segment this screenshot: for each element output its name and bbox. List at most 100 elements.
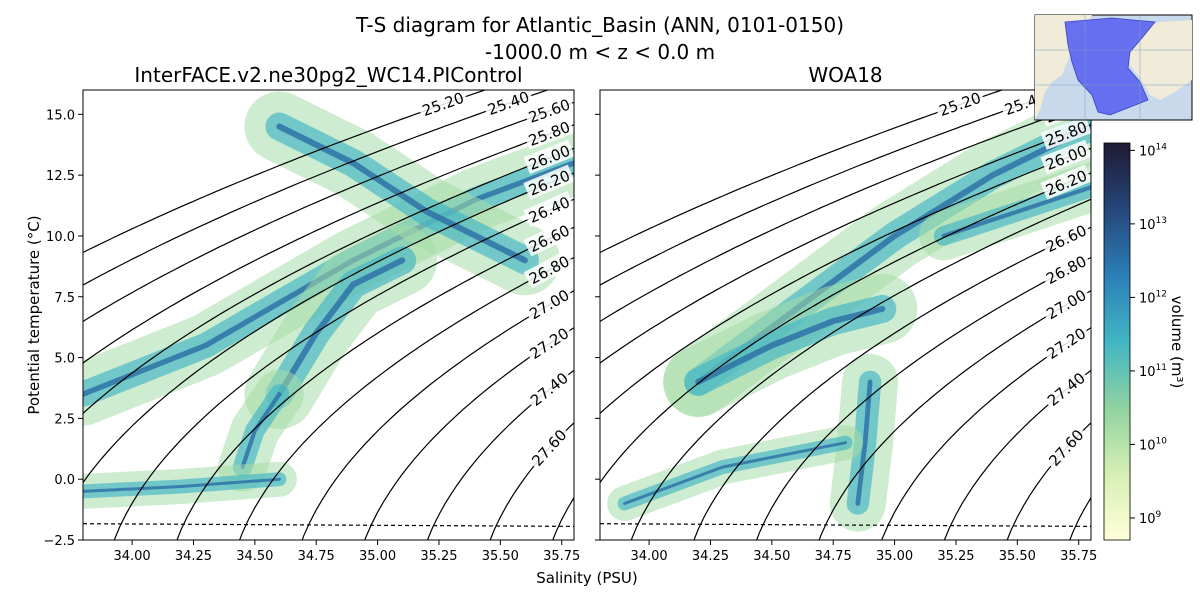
contour-label-bg: [523, 139, 574, 175]
x-tick-label: 34.25: [175, 549, 212, 564]
contour-label-bg: [1040, 321, 1091, 364]
density-contour: [83, 172, 574, 483]
x-tick-label: 34.75: [298, 549, 335, 564]
y-tick-label: 10.0: [46, 230, 75, 245]
colorbar-tick-label: 1012: [1139, 289, 1167, 306]
volume-density-core: [276, 257, 406, 398]
colorbar-tick-label: 1010: [1139, 436, 1167, 453]
density-contour: [83, 147, 574, 414]
x-tick-label: 34.75: [815, 549, 852, 564]
x-tick-label: 34.25: [692, 549, 729, 564]
density-contour: [83, 101, 574, 322]
colorbar-ticks: 109 1010 1011 1012 1013 1014: [1130, 142, 1167, 527]
map-atlantic-basin: [1064, 17, 1156, 116]
colorbar-tick-label: 1013: [1139, 216, 1167, 233]
density-contour: [1069, 497, 1091, 540]
volume-density-core: [276, 123, 528, 264]
density-contour: [630, 198, 1091, 540]
volume-density-core: [83, 477, 281, 493]
x-tick-label: 34.50: [753, 549, 790, 564]
x-tick-label: 35.00: [359, 549, 396, 564]
density-contour: [301, 290, 574, 540]
contour-label-bg: [482, 90, 534, 119]
contour-label-bg: [1041, 366, 1091, 411]
figure-subtitle: -1000.0 m < z < 0.0 m: [485, 40, 715, 64]
contour-label-bg: [523, 164, 574, 200]
density-contour: [693, 226, 1091, 540]
x-tick-label: 35.25: [420, 549, 457, 564]
panel-woa18: WOA1825.2025.4025.6025.8026.0026.2026.60…: [595, 63, 1097, 564]
y-tick-label: 0.0: [54, 473, 75, 488]
density-contour: [552, 497, 574, 540]
inset-map: [1034, 14, 1193, 121]
density-contour: [83, 124, 574, 364]
x-tick-label: 34.00: [630, 549, 667, 564]
contour-label-bg: [417, 90, 469, 120]
contour-label-bg: [523, 283, 574, 324]
colorbar: 109 1010 1011 1012 1013 1014 volume (m³): [1103, 142, 1186, 541]
contour-label-bg: [1040, 164, 1091, 200]
x-tick-label: 35.50: [999, 549, 1036, 564]
y-tick-label: 15.0: [46, 108, 75, 123]
density-contour: [238, 256, 574, 540]
contour-label-bg: [524, 366, 574, 411]
contour-label-bg: [523, 219, 574, 257]
x-axis-label: Salinity (PSU): [536, 569, 638, 587]
volume-density-core: [941, 185, 1091, 238]
colorbar-tick-label: 1011: [1139, 363, 1167, 380]
y-axis-label: Potential temperature (°C): [25, 215, 43, 414]
freezing-line: [600, 523, 1091, 527]
y-tick-label: −2.5: [43, 534, 75, 549]
axes-frame: [599, 89, 1092, 541]
x-tick-label: 35.00: [876, 549, 913, 564]
freezing-line: [83, 523, 574, 527]
x-tick-label: 35.25: [937, 549, 974, 564]
x-tick-label: 34.50: [236, 549, 273, 564]
panel-title: WOA18: [808, 63, 882, 87]
contour-label-bg: [525, 423, 572, 471]
colorbar-tick-label: 1014: [1139, 142, 1167, 159]
contour-label-bg: [1040, 139, 1091, 175]
y-tick-label: 7.5: [54, 291, 75, 306]
density-contour: [113, 198, 574, 540]
contour-label-bg: [1040, 116, 1091, 150]
x-tick-label: 35.75: [1060, 549, 1097, 564]
panel-model: InterFACE.v2.ne30pg2_WC14.PIControl 25.20…: [43, 63, 580, 564]
density-contour: [600, 124, 1091, 364]
axes-frame: [82, 89, 575, 541]
contour-label-bg: [523, 321, 574, 364]
volume-density-core: [695, 305, 886, 385]
contour-label-bg: [523, 250, 574, 289]
density-contour: [600, 147, 1091, 414]
colorbar-tick-label: 109: [1139, 510, 1162, 527]
density-contour: [600, 172, 1091, 483]
y-tick-label: 2.5: [54, 412, 75, 427]
contour-label-bg: [934, 90, 986, 120]
volume-density-core: [855, 379, 873, 506]
contour-label-bg: [523, 116, 574, 150]
volume-density-core: [240, 392, 282, 470]
density-contour: [600, 101, 1091, 322]
x-tick-label: 35.75: [543, 549, 580, 564]
density-contour: [83, 90, 487, 254]
contour-label-bg: [1042, 423, 1089, 471]
contour-label-bg: [1040, 283, 1091, 324]
colorbar-gradient: [1103, 142, 1131, 541]
density-contour: [600, 90, 1004, 254]
contour-label-bg: [523, 191, 574, 228]
figure-title: T-S diagram for Atlantic_Basin (ANN, 010…: [355, 13, 844, 37]
colorbar-label: volume (m³): [1168, 296, 1186, 389]
map-land-europe-africa: [1128, 20, 1192, 100]
x-tick-label: 35.50: [482, 549, 519, 564]
density-contour: [818, 290, 1091, 540]
plot-content: 25.20 25.4025.6025.8026.0026.2026.4026.60…: [83, 90, 574, 540]
map-land-americas: [1035, 15, 1092, 120]
y-tick-label: 5.0: [54, 352, 75, 367]
density-contour: [755, 256, 1091, 540]
y-tick-label: 12.5: [46, 169, 75, 184]
contour-label-bg: [523, 93, 574, 127]
contour-label-bg: [1040, 250, 1091, 289]
panel-title: InterFACE.v2.ne30pg2_WC14.PIControl: [134, 63, 522, 87]
